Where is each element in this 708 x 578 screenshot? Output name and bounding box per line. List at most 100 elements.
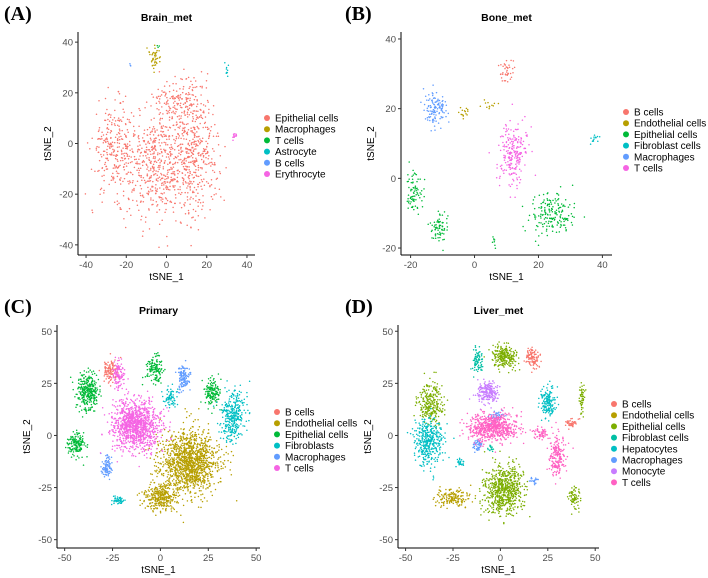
data-point (415, 189, 417, 192)
data-point (503, 169, 506, 171)
data-point (207, 401, 210, 403)
data-point (214, 394, 217, 397)
data-point (179, 121, 181, 124)
data-point (161, 117, 164, 120)
data-point (166, 112, 169, 115)
data-point (174, 140, 177, 142)
data-point (165, 461, 168, 463)
data-point (226, 390, 228, 393)
data-point (186, 151, 188, 153)
data-point (80, 393, 82, 395)
data-point (163, 133, 165, 136)
data-point (112, 362, 114, 364)
data-point (173, 171, 176, 173)
data-points (84, 44, 238, 249)
data-point (189, 480, 191, 483)
data-point (223, 454, 225, 456)
data-point (224, 415, 227, 417)
data-point (202, 104, 205, 106)
data-point (233, 389, 236, 391)
data-point (526, 135, 528, 137)
data-point (172, 498, 174, 501)
data-point (150, 359, 153, 361)
data-point (462, 118, 465, 120)
data-point (110, 130, 113, 133)
data-point (187, 93, 189, 96)
data-point (172, 106, 174, 109)
data-point (88, 375, 90, 377)
data-point (208, 472, 210, 474)
data-point (507, 136, 509, 139)
data-point (164, 491, 167, 493)
data-point (544, 216, 547, 219)
data-point (201, 117, 204, 120)
data-point (417, 178, 419, 180)
data-point (517, 160, 520, 162)
data-point (528, 144, 530, 146)
data-point (184, 407, 186, 410)
data-point (500, 168, 503, 170)
data-point (192, 482, 195, 485)
data-point (104, 370, 107, 372)
data-point (590, 137, 592, 139)
data-point (150, 197, 152, 199)
data-point (159, 117, 162, 120)
data-point (118, 172, 120, 175)
data-point (156, 488, 159, 490)
data-point (110, 361, 113, 364)
data-point (185, 436, 188, 439)
data-point (179, 462, 182, 464)
data-point (178, 488, 180, 491)
data-point (105, 141, 107, 144)
data-point (154, 58, 157, 60)
data-point (163, 184, 165, 186)
data-point (163, 85, 166, 87)
data-point (197, 127, 199, 129)
data-point (551, 230, 554, 233)
data-point (203, 479, 205, 481)
data-point (159, 95, 161, 98)
data-point (176, 108, 178, 111)
data-point (92, 385, 94, 388)
x-tick-label: 40 (242, 260, 253, 271)
data-point (197, 169, 200, 171)
data-point (228, 410, 231, 412)
data-point (246, 395, 248, 398)
data-point (200, 447, 202, 450)
data-point (145, 148, 148, 151)
data-point (132, 151, 134, 154)
data-point (183, 112, 185, 114)
data-point (155, 365, 158, 367)
data-point (136, 162, 138, 165)
data-point (229, 401, 232, 403)
data-point (571, 224, 574, 226)
data-point (155, 364, 158, 366)
data-point (86, 456, 88, 458)
data-point (176, 453, 179, 455)
data-point (166, 100, 168, 103)
data-point (191, 129, 193, 132)
data-point (532, 199, 535, 201)
data-point (105, 373, 107, 376)
data-point (436, 219, 439, 221)
data-point (157, 134, 160, 137)
data-point (426, 109, 428, 112)
data-point (200, 506, 202, 509)
data-point (234, 133, 236, 135)
data-point (82, 389, 84, 391)
data-point (153, 378, 155, 381)
data-point (430, 130, 432, 132)
data-point (222, 411, 224, 413)
data-point (152, 366, 154, 369)
data-point (201, 471, 204, 474)
data-point (161, 490, 163, 493)
data-point (130, 156, 132, 158)
data-point (166, 177, 168, 180)
data-point (180, 473, 182, 476)
data-point (508, 147, 510, 150)
data-point (162, 493, 164, 496)
data-point (190, 464, 192, 466)
data-point (511, 145, 514, 148)
data-point (220, 461, 222, 463)
data-point (185, 466, 187, 468)
